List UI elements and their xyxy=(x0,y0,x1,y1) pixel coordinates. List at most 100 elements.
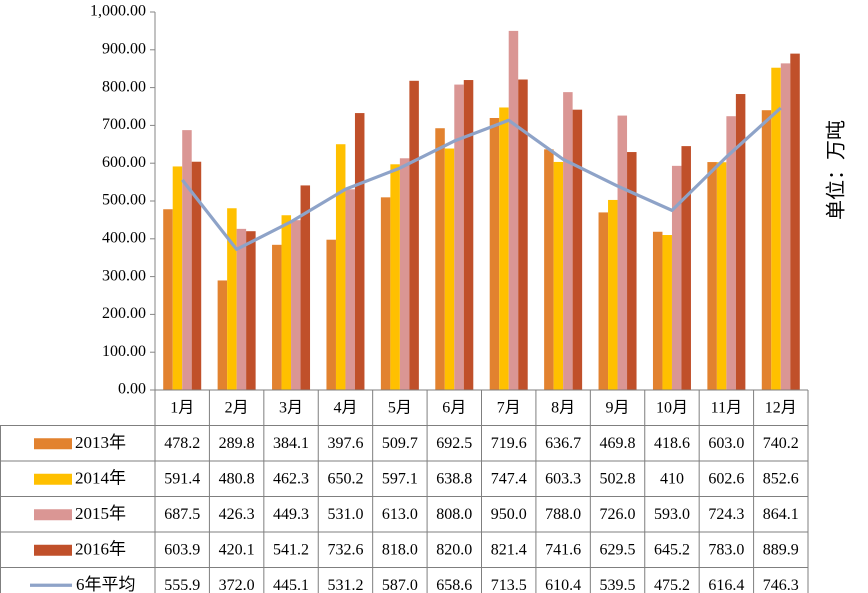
table-cell: 687.5 xyxy=(164,506,200,523)
data-table: 1月 2月 3月 4月 5月 6月 7月 8月 9月 10月 11月 12月 2013年 478.2 289… xyxy=(0,389,809,593)
table-cell: 602.6 xyxy=(708,470,744,487)
table-cell: 610.4 xyxy=(545,577,581,593)
table-cell: 821.4 xyxy=(491,541,527,558)
bar-2015年-1月 xyxy=(182,130,192,390)
table-cell: 531.0 xyxy=(327,506,363,523)
table-cell: 726.0 xyxy=(600,506,636,523)
legend-label: 2013年 xyxy=(75,433,126,452)
y-tick-label: 500.00 xyxy=(102,192,146,209)
table-cell: 539.5 xyxy=(600,577,636,593)
bar-2016年-10月 xyxy=(681,146,691,390)
table-cell: 788.0 xyxy=(545,506,581,523)
y-tick-label: 0.00 xyxy=(118,381,146,398)
bar-2014年-8月 xyxy=(553,161,564,390)
category-label: 5月 xyxy=(388,399,412,416)
bar-2016年-2月 xyxy=(246,231,256,390)
table-cell: 469.8 xyxy=(600,435,636,452)
table-cell: 713.5 xyxy=(491,577,527,593)
y-tick-label: 300.00 xyxy=(102,267,146,284)
table-cell: 445.1 xyxy=(273,577,309,593)
bar-2016年-9月 xyxy=(627,152,637,390)
bar-2014年-11月 xyxy=(716,162,727,390)
y-tick-label: 900.00 xyxy=(102,40,146,57)
y-tick-label: 400.00 xyxy=(102,229,146,246)
table-cell: 372.0 xyxy=(219,577,255,593)
table-cell: 616.4 xyxy=(708,577,744,593)
table-cell: 650.2 xyxy=(327,470,363,487)
bar-2013年-8月 xyxy=(544,149,554,390)
table-cell: 509.7 xyxy=(382,435,418,452)
category-label: 4月 xyxy=(333,399,357,416)
table-cell: 889.9 xyxy=(763,541,799,558)
table-cell: 783.0 xyxy=(708,541,744,558)
bar-2013年-10月 xyxy=(652,231,663,390)
table-cell: 475.2 xyxy=(654,577,690,593)
bar-2014年-2月 xyxy=(227,208,237,390)
table-cell: 613.0 xyxy=(382,506,418,523)
bar-2015年-3月 xyxy=(291,220,301,390)
table-cell: 658.6 xyxy=(436,577,472,593)
bar-2014年-4月 xyxy=(335,144,346,390)
bar-2015年-7月 xyxy=(508,30,519,391)
legend-label: 2015年 xyxy=(75,504,126,523)
bar-2013年-11月 xyxy=(707,162,717,390)
y-tick-label: 800.00 xyxy=(102,78,146,95)
category-label: 9月 xyxy=(606,399,630,416)
table-cell: 808.0 xyxy=(436,506,472,523)
table-cell: 732.6 xyxy=(327,541,363,558)
table-cell: 746.3 xyxy=(763,577,799,593)
category-label: 6月 xyxy=(442,399,466,416)
table-cell: 502.8 xyxy=(600,470,636,487)
bar-2013年-5月 xyxy=(380,197,391,390)
legend-key-2016年 xyxy=(34,544,72,556)
table-cell: 638.8 xyxy=(436,470,472,487)
table-cell: 593.0 xyxy=(654,506,690,523)
table-cell: 818.0 xyxy=(382,541,418,558)
table-cell: 719.6 xyxy=(491,435,527,452)
category-label: 11月 xyxy=(711,399,742,416)
table-cell: 541.2 xyxy=(273,541,309,558)
y-tick-label: 1,000.00 xyxy=(90,3,146,20)
category-label: 2月 xyxy=(225,399,249,416)
table-cell: 740.2 xyxy=(763,435,799,452)
table-cell: 555.9 xyxy=(164,577,200,593)
table-cell: 420.1 xyxy=(219,541,255,558)
bar-2015年-9月 xyxy=(617,115,628,391)
bar-2014年-12月 xyxy=(771,67,781,391)
legend-label: 2014年 xyxy=(75,469,126,488)
table-cell: 645.2 xyxy=(654,541,690,558)
bar-2014年-10月 xyxy=(662,235,672,390)
line-6年平均 xyxy=(180,106,782,251)
table-cell: 591.4 xyxy=(164,470,200,487)
bar-2014年-9月 xyxy=(608,199,618,390)
y-axis: 0.00 100.00 200.00 300.00 400.00 500.00 600.00… xyxy=(90,3,156,398)
table-cell: 603.0 xyxy=(708,435,744,452)
y-axis-unit-label: 单位：万吨 xyxy=(825,120,848,220)
table-cell: 692.5 xyxy=(436,435,472,452)
table-cell: 289.8 xyxy=(219,435,255,452)
bar-2015年-5月 xyxy=(399,158,410,390)
category-label: 8月 xyxy=(551,399,575,416)
bar-2014年-7月 xyxy=(499,107,509,391)
table-cell: 384.1 xyxy=(273,435,309,452)
table-cell: 480.8 xyxy=(219,470,255,487)
bar-2016年-7月 xyxy=(518,79,528,390)
bar-2013年-9月 xyxy=(598,212,609,390)
table-cell: 724.3 xyxy=(708,506,744,523)
table-cell: 603.9 xyxy=(164,541,200,558)
bar-2015年-2月 xyxy=(236,228,247,390)
bar-2015年-6月 xyxy=(454,84,464,391)
bar-2016年-1月 xyxy=(191,161,202,390)
category-label: 12月 xyxy=(765,399,797,416)
table-cell: 410 xyxy=(660,470,684,487)
bar-2016年-12月 xyxy=(790,53,800,391)
y-tick-label: 100.00 xyxy=(102,343,146,360)
table-cell: 397.6 xyxy=(327,435,363,452)
category-label: 10月 xyxy=(656,399,688,416)
table-cell: 587.0 xyxy=(382,577,418,593)
legend-label: 2016年 xyxy=(75,540,126,559)
y-tick-label: 700.00 xyxy=(102,116,146,133)
legend-key-2015年 xyxy=(34,509,72,521)
bar-2013年-1月 xyxy=(163,209,173,390)
